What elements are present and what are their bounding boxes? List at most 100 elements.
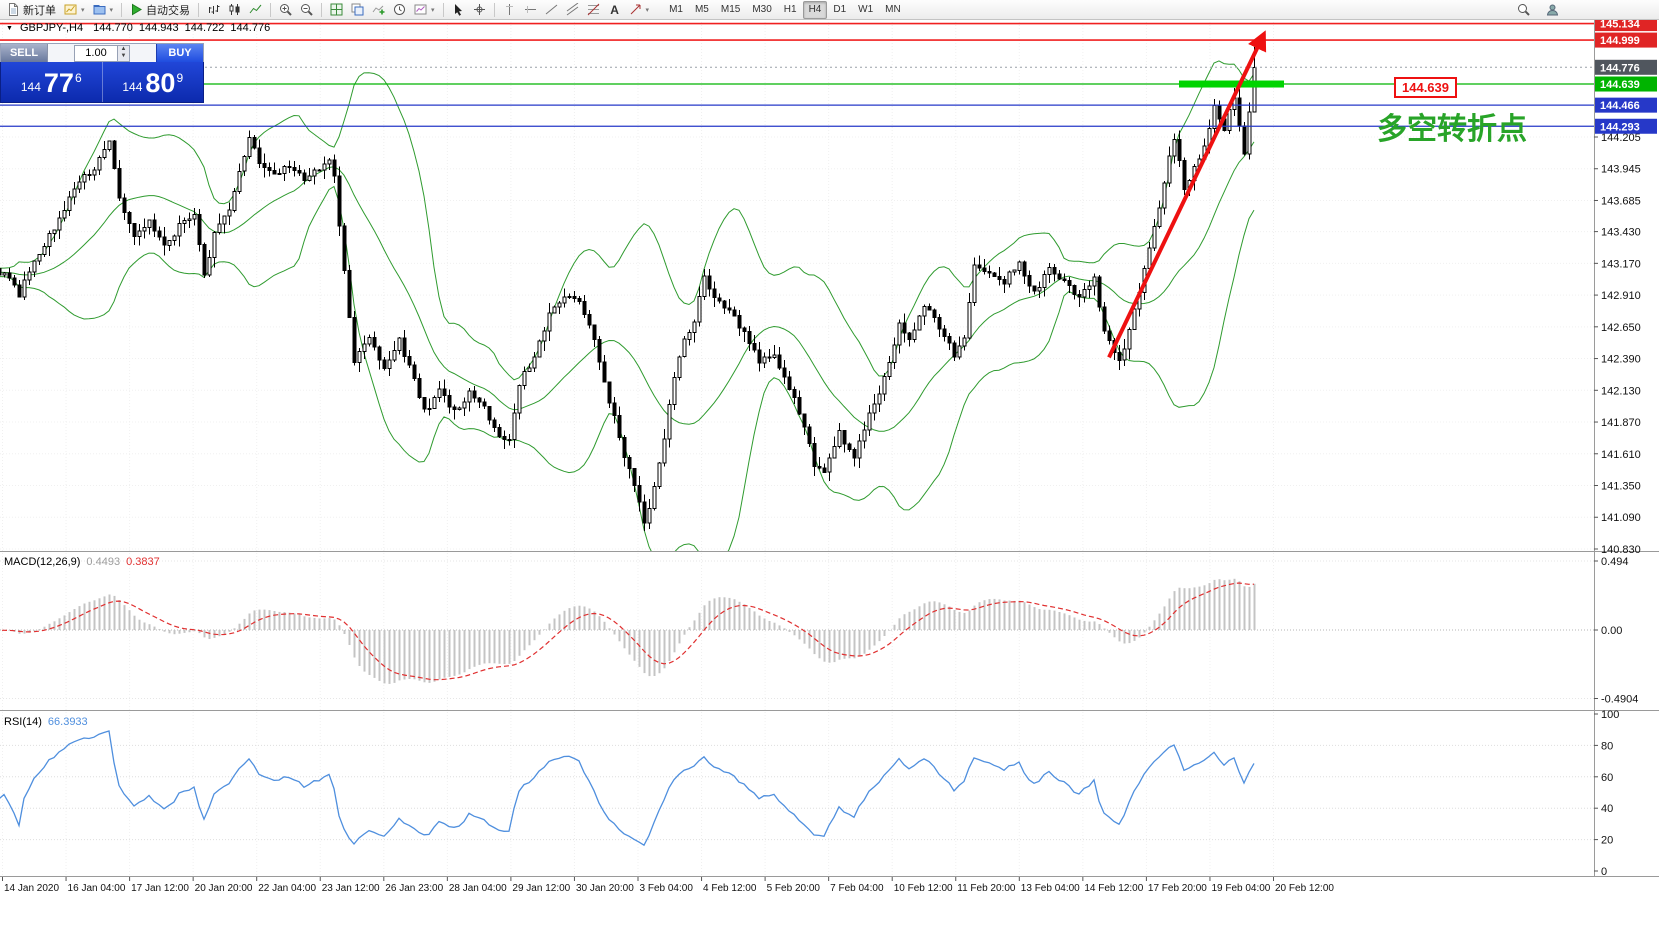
cursor-button[interactable]	[448, 0, 469, 20]
macd-signal-value: 0.3837	[126, 556, 160, 568]
text-tool-button[interactable]: A	[604, 0, 625, 20]
svg-text:80: 80	[1601, 740, 1613, 752]
zoom-in-button[interactable]	[275, 0, 296, 20]
account-button[interactable]	[1542, 0, 1563, 20]
svg-text:22 Jan 04:00: 22 Jan 04:00	[258, 883, 316, 894]
indicators-button[interactable]	[368, 0, 389, 20]
trendline-button[interactable]	[541, 0, 562, 20]
svg-text:140.830: 140.830	[1601, 544, 1641, 556]
timeframe-m1[interactable]: M1	[669, 3, 683, 15]
sell-price-big: 77	[43, 68, 74, 98]
time-axis[interactable]: 14 Jan 2020 16 Jan 04:00 17 Jan 12:00 20 Ja…	[2, 877, 1335, 894]
tile-windows-button[interactable]	[326, 0, 347, 20]
timeframe-toolbar: M1 M5 M15 M30 H1 H4 D1 W1 MN	[663, 0, 907, 19]
timeframe-m30[interactable]: M30	[752, 3, 772, 15]
templates-button[interactable]: ▾	[410, 0, 439, 20]
candlestick-chart-button[interactable]	[224, 0, 245, 20]
text-tool-icon: A	[610, 3, 619, 16]
timeframe-m5[interactable]: M5	[694, 3, 709, 15]
svg-text:10 Feb 12:00: 10 Feb 12:00	[894, 883, 953, 894]
new-order-button[interactable]: 新订单	[3, 0, 60, 20]
timeframe-h1[interactable]: H1	[783, 3, 797, 15]
horizontal-line-button[interactable]	[520, 0, 541, 20]
turning-point-note[interactable]: 多空转折点	[1377, 113, 1527, 146]
tile-windows-icon	[330, 3, 343, 16]
svg-text:144.999: 144.999	[1600, 35, 1640, 47]
svg-text:141.090: 141.090	[1601, 512, 1641, 524]
svg-text:20 Feb 12:00: 20 Feb 12:00	[1275, 883, 1334, 894]
svg-text:60: 60	[1601, 772, 1613, 784]
templates-icon	[414, 4, 427, 15]
svg-text:14 Jan 2020: 14 Jan 2020	[4, 883, 59, 894]
autotrading-button[interactable]: 自动交易	[126, 0, 194, 20]
bar-chart-button[interactable]	[203, 0, 224, 20]
periods-button[interactable]	[389, 0, 410, 20]
timeframe-mn[interactable]: MN	[885, 3, 901, 15]
level-price-label[interactable]: 144.639	[1394, 77, 1457, 98]
svg-text:17 Feb 20:00: 17 Feb 20:00	[1148, 883, 1207, 894]
fibonacci-button[interactable]	[583, 0, 604, 20]
buy-price[interactable]: 144 80 9	[101, 62, 204, 102]
one-click-trading-panel: SELL 1.00 ▲ ▼ BUY 144 77 6 144 80 9	[0, 43, 204, 103]
buy-price-small: 144	[122, 80, 143, 94]
support-resistance-bar[interactable]	[1179, 80, 1284, 88]
collapse-panel-icon[interactable]: ▼	[6, 24, 13, 32]
timeframe-w1[interactable]: W1	[858, 3, 874, 15]
svg-text:20 Jan 20:00: 20 Jan 20:00	[195, 883, 253, 894]
trend-arrow[interactable]	[1107, 30, 1267, 359]
buy-button[interactable]: BUY	[156, 44, 203, 62]
zoom-out-button[interactable]	[296, 0, 317, 20]
svg-text:144.466: 144.466	[1600, 100, 1640, 112]
candles-layer	[0, 46, 1257, 532]
timeframe-d1[interactable]: D1	[833, 3, 847, 15]
sell-button[interactable]: SELL	[1, 44, 48, 62]
lot-size-input[interactable]: 1.00 ▲ ▼	[74, 44, 130, 62]
timeframe-m15[interactable]: M15	[720, 3, 741, 15]
new-chart-icon	[64, 4, 77, 15]
svg-text:141.870: 141.870	[1601, 417, 1641, 429]
price-axis[interactable]: 144.205 143.945 143.685 143.430 143.170 142.9…	[1594, 16, 1657, 556]
rsi-value: 66.3933	[47, 716, 88, 728]
macd-main-value: 0.4493	[86, 556, 121, 568]
lot-spinner: ▲ ▼	[117, 45, 129, 61]
macd-axis[interactable]: 0.494 0.00 -0.4904	[1594, 556, 1638, 706]
horizontal-lines[interactable]	[0, 22, 1594, 127]
trade-panel-prices: 144 77 6 144 80 9	[0, 62, 204, 103]
price-badge	[1595, 118, 1657, 134]
vertical-line-button[interactable]	[499, 0, 520, 20]
new-chart-button[interactable]: ▾	[60, 0, 89, 20]
macd-header: MACD(12,26,9) 0.4493 0.3837	[4, 556, 160, 568]
dropdown-arrow-icon: ▾	[645, 6, 650, 14]
sell-price[interactable]: 144 77 6	[1, 62, 102, 102]
lot-increase-icon[interactable]: ▲	[118, 45, 129, 53]
price-badge	[1595, 76, 1657, 92]
crosshair-button[interactable]	[469, 0, 490, 20]
search-button[interactable]	[1513, 0, 1534, 20]
svg-text:143.685: 143.685	[1601, 195, 1641, 207]
rsi-axis[interactable]: 100 80 60 40 20 0	[1594, 709, 1619, 878]
svg-text:20: 20	[1601, 835, 1613, 847]
profiles-button[interactable]: ▾	[89, 0, 118, 20]
account-icon	[1546, 4, 1559, 16]
line-chart-button[interactable]	[245, 0, 266, 20]
svg-text:3 Feb 04:00: 3 Feb 04:00	[640, 883, 694, 894]
rsi-header: RSI(14) 66.3933	[4, 716, 88, 728]
svg-text:143.945: 143.945	[1601, 164, 1641, 176]
new-order-icon	[9, 3, 18, 16]
svg-text:141.350: 141.350	[1601, 481, 1641, 493]
timeframe-h4[interactable]: H4	[802, 0, 828, 19]
main-toolbar: 新订单 ▾ ▾ 自动交易 ▾	[0, 0, 1659, 20]
horizontal-line-icon	[524, 6, 536, 13]
toolbar-separator	[270, 2, 272, 17]
svg-text:143.430: 143.430	[1601, 227, 1641, 239]
lot-value[interactable]: 1.00	[85, 46, 107, 59]
cascade-windows-button[interactable]	[347, 0, 368, 20]
arrow-tool-button[interactable]: ▾	[625, 0, 654, 20]
autotrading-play-icon	[132, 3, 143, 16]
lot-decrease-icon[interactable]: ▼	[118, 53, 129, 61]
fibonacci-icon	[587, 3, 599, 16]
toolbar-separator	[198, 2, 200, 17]
svg-text:142.130: 142.130	[1601, 385, 1641, 397]
channel-button[interactable]	[562, 0, 583, 20]
